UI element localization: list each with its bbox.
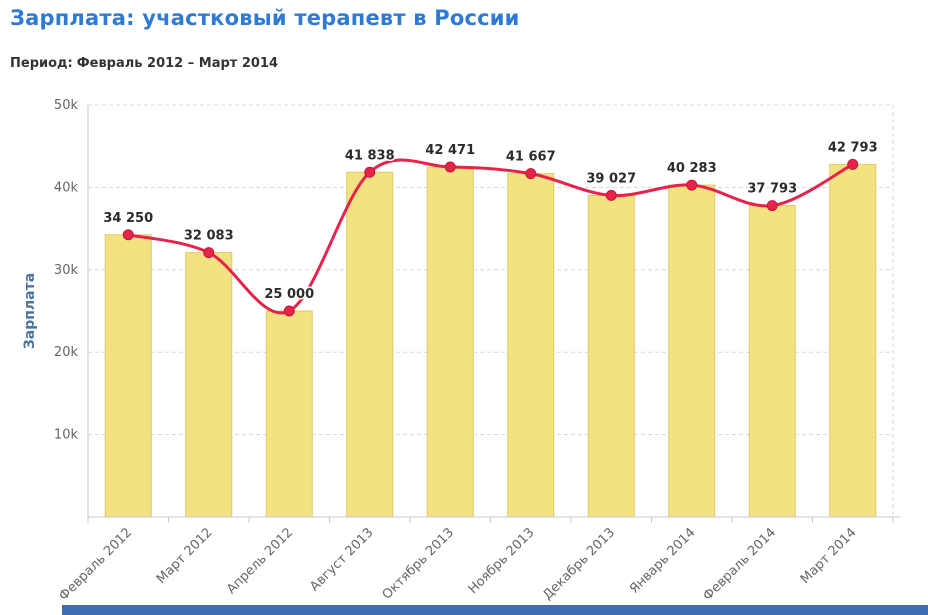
footer-strip (62, 605, 928, 615)
data-label: 40 283 (667, 161, 717, 176)
y-tick-label: 10k (54, 428, 79, 443)
data-label: 39 027 (586, 171, 636, 186)
x-tick-label: Март 2012 (154, 525, 216, 587)
data-point-2[interactable] (283, 305, 295, 317)
data-point-0[interactable] (122, 229, 134, 241)
data-label: 41 838 (345, 148, 395, 163)
y-tick-label: 40k (54, 180, 79, 195)
y-tick-label: 20k (54, 345, 79, 360)
data-label: 37 793 (747, 182, 797, 197)
bar-5[interactable] (507, 173, 555, 518)
y-axis-title: Зарплата (22, 273, 38, 349)
x-tick-label: Декабрь 2013 (540, 525, 618, 603)
period-subtitle: Период: Февраль 2012 – Март 2014 (10, 56, 928, 71)
x-tick-label: Февраль 2014 (700, 525, 779, 604)
data-point-8[interactable] (766, 200, 778, 212)
data-point-4[interactable] (444, 161, 456, 173)
x-tick-label: Апрель 2012 (224, 525, 296, 597)
bar-1[interactable] (185, 252, 233, 518)
data-label: 42 793 (828, 140, 878, 155)
x-tick-label: Август 2013 (307, 525, 376, 594)
data-label: 34 250 (103, 211, 153, 226)
bar-7[interactable] (668, 184, 716, 518)
period-value: Февраль 2012 – Март 2014 (76, 56, 279, 71)
x-tick-label: Ноябрь 2013 (466, 525, 538, 597)
x-tick-label: Март 2014 (798, 525, 860, 587)
salary-combo-chart: 34 250 32 083 25 000 41 838 42 471 41 667 39 0… (22, 98, 900, 604)
data-point-5[interactable] (525, 168, 537, 180)
x-tick-label: Февраль 2012 (56, 525, 135, 604)
bar-6[interactable] (587, 194, 635, 518)
x-tick-label: Январь 2014 (627, 525, 699, 597)
bar-4[interactable] (426, 166, 474, 518)
chart-header: Зарплата: участковый терапевт в России П… (0, 0, 928, 71)
data-point-7[interactable] (686, 179, 698, 191)
x-tick-label: Октябрь 2013 (380, 525, 458, 603)
data-point-1[interactable] (203, 247, 215, 259)
bar-0[interactable] (104, 234, 152, 518)
data-label: 25 000 (264, 287, 314, 302)
chart-area: 34 250 32 083 25 000 41 838 42 471 41 667 39 0… (0, 95, 928, 615)
data-label: 32 083 (184, 229, 234, 244)
bar-2[interactable] (265, 310, 313, 518)
y-tick-label: 50k (54, 98, 79, 113)
bar-9[interactable] (829, 163, 877, 518)
data-point-6[interactable] (605, 189, 617, 201)
bar-3[interactable] (346, 171, 394, 518)
data-label: 41 667 (506, 150, 556, 165)
period-label: Период: (10, 56, 73, 71)
data-point-9[interactable] (847, 158, 859, 170)
data-point-3[interactable] (364, 166, 376, 178)
bar-8[interactable] (748, 205, 796, 518)
salary-line (127, 158, 854, 315)
data-label: 42 471 (425, 143, 475, 158)
page-title: Зарплата: участковый терапевт в России (10, 6, 520, 30)
y-tick-label: 30k (54, 263, 79, 278)
